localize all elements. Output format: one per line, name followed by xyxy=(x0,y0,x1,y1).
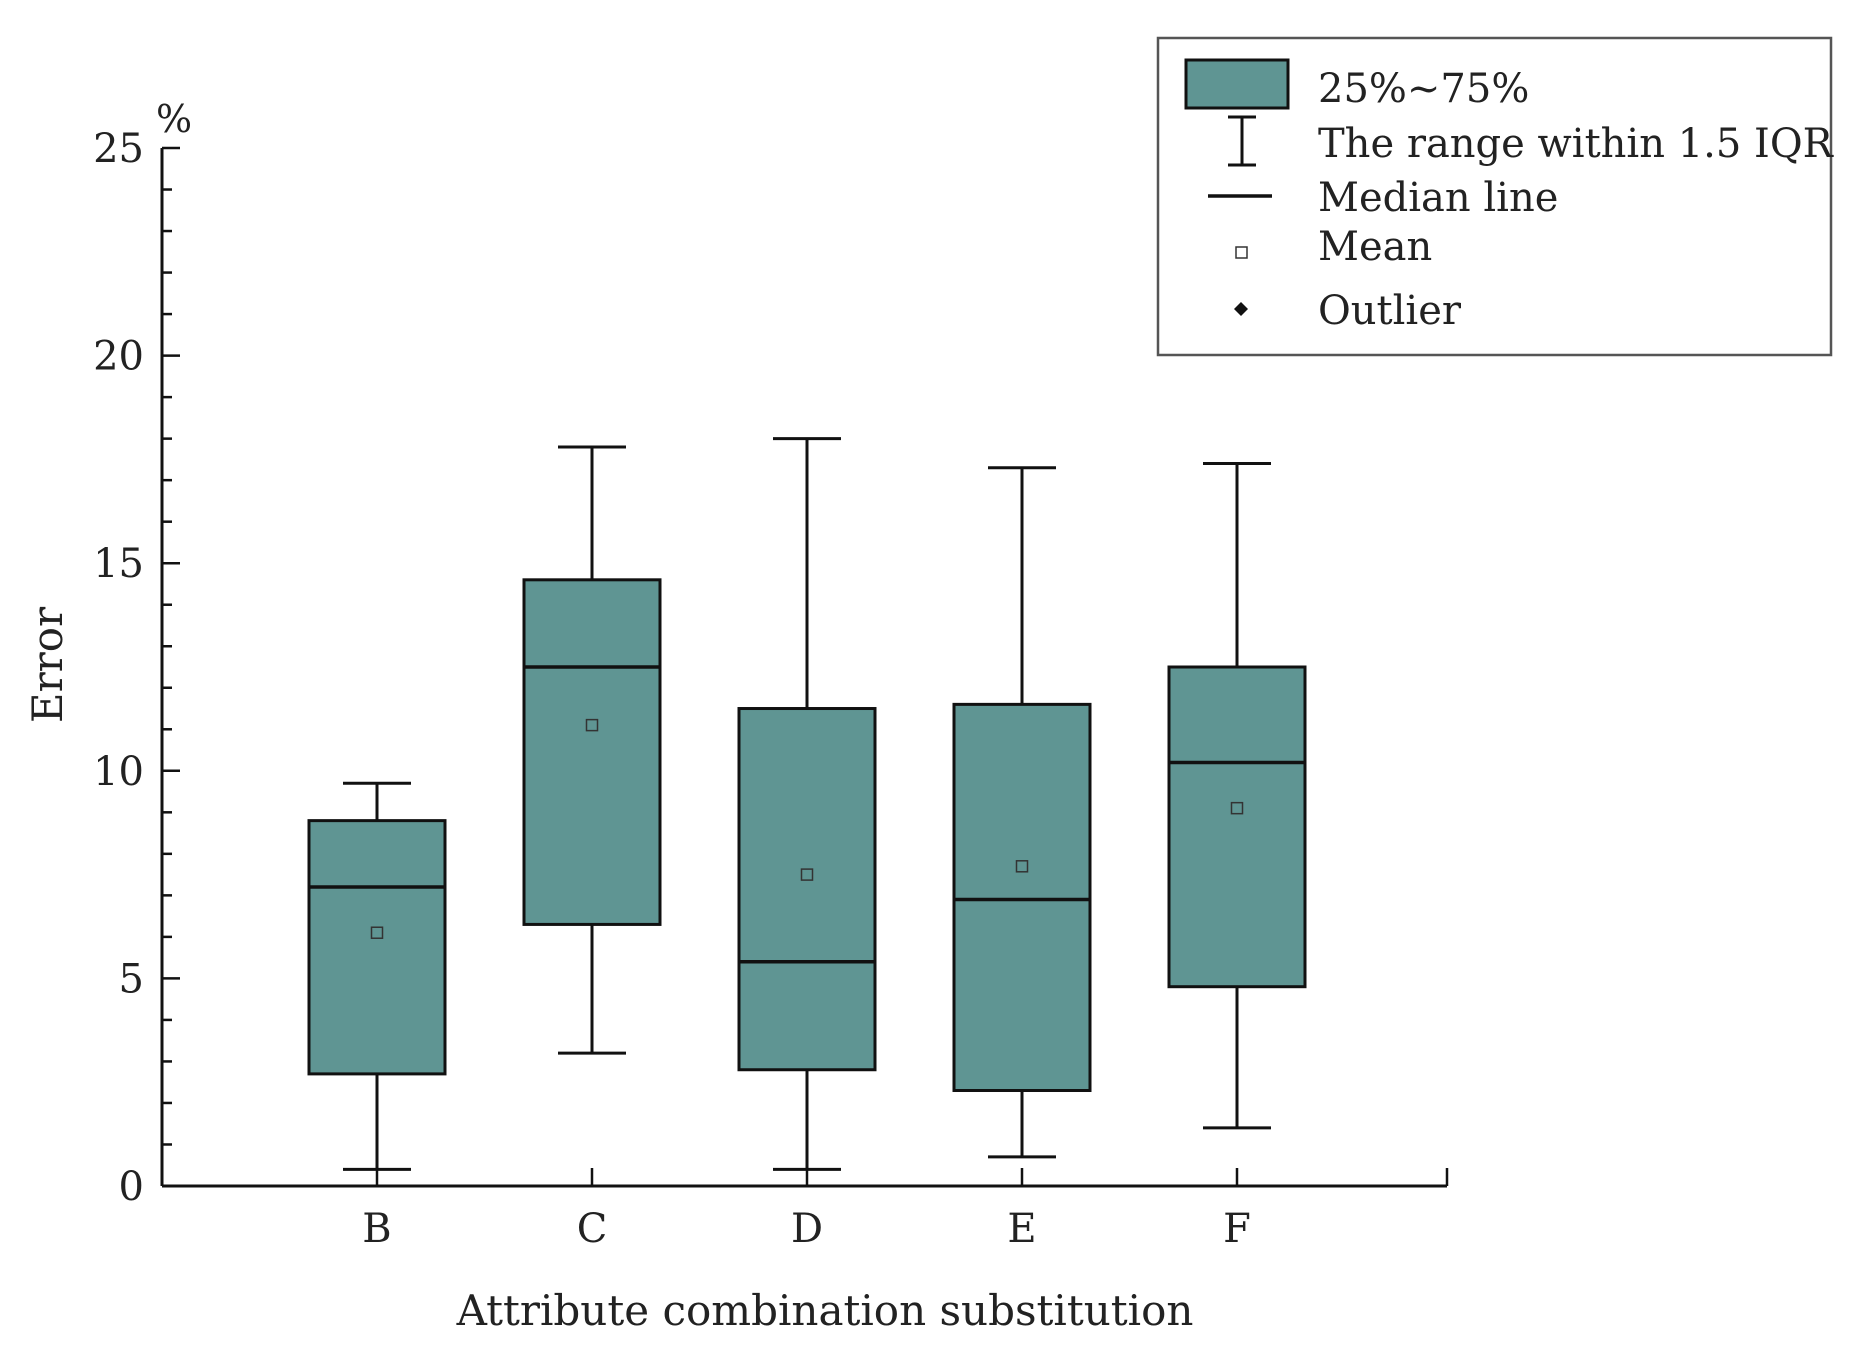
legend: 25%~75% The range within 1.5 IQR Median … xyxy=(1156,36,1835,357)
x-tick-label: B xyxy=(362,1206,391,1252)
legend-label-mean: Mean xyxy=(1318,224,1432,270)
box-C xyxy=(522,445,662,1055)
iqr-box xyxy=(737,707,877,1072)
iqr-box xyxy=(1167,665,1307,989)
legend-label-median: Median line xyxy=(1318,175,1558,221)
legend-label-box: 25%~75% xyxy=(1318,66,1529,112)
mean-marker xyxy=(370,926,384,939)
y-axis: 0 5 10 15 20 25 xyxy=(93,126,180,1210)
mean-marker xyxy=(585,718,599,732)
y-tick-label: 25 xyxy=(93,126,144,172)
x-tick-label: F xyxy=(1223,1206,1251,1252)
x-tick-label: D xyxy=(791,1206,823,1252)
x-axis: B C D E F xyxy=(162,1168,1449,1252)
box-D xyxy=(737,437,877,1171)
legend-mean-swatch xyxy=(1235,246,1248,259)
x-tick-label: C xyxy=(577,1206,608,1252)
box-E xyxy=(952,466,1092,1159)
mean-marker xyxy=(800,868,814,881)
legend-label-outlier: Outlier xyxy=(1318,288,1462,334)
mean-marker xyxy=(1015,860,1029,873)
box-series xyxy=(307,437,1307,1171)
mean-marker xyxy=(1230,801,1244,815)
x-axis-title: Attribute combination substitution xyxy=(456,1286,1194,1335)
iqr-box xyxy=(952,702,1092,1093)
legend-outlier-swatch xyxy=(1234,302,1248,316)
x-tick-label: E xyxy=(1007,1206,1036,1252)
y-tick-label: 15 xyxy=(93,541,144,587)
y-tick-label: 10 xyxy=(93,749,144,795)
iqr-box xyxy=(307,819,447,1076)
box-B xyxy=(307,781,447,1171)
y-axis-title: Error xyxy=(23,606,72,723)
legend-whisker-swatch xyxy=(1228,115,1256,167)
y-tick-label: 20 xyxy=(93,334,144,380)
y-axis-unit: % xyxy=(156,97,192,141)
y-tick-label: 5 xyxy=(119,956,144,1002)
y-tick-label: 0 xyxy=(119,1164,144,1210)
legend-label-whisker: The range within 1.5 IQR xyxy=(1318,121,1835,167)
iqr-box xyxy=(522,578,662,926)
box-F xyxy=(1167,462,1307,1130)
legend-box-swatch xyxy=(1184,58,1290,110)
